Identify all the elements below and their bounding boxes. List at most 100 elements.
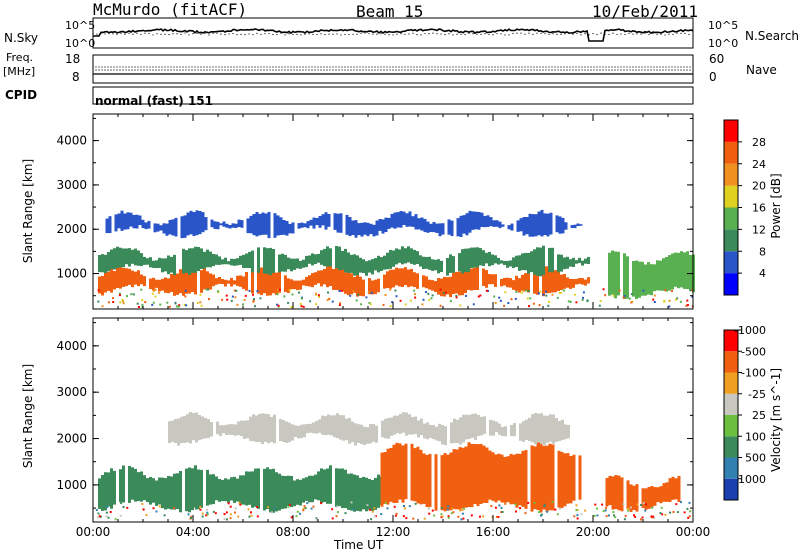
nave-dot [305,69,306,70]
data-cell [402,412,405,432]
data-speckle [533,303,535,305]
noise-search-dot [108,33,109,34]
data-speckle [226,518,228,520]
data-speckle [605,507,607,509]
data-cell [348,418,351,444]
data-cell [197,470,200,510]
data-cell [290,279,293,289]
data-speckle [126,295,128,297]
nave-dot [332,69,333,70]
data-cell [470,269,473,291]
noise-search-dot [388,34,389,35]
data-cell [202,212,205,232]
nave-dot [152,66,153,67]
data-cell [535,214,538,236]
data-cell [203,252,206,269]
noise-search-dot [484,33,485,34]
nave-dot [596,66,597,67]
data-cell [461,271,464,295]
data-speckle [349,295,351,297]
nave-dot [248,66,249,67]
nave-dot [191,69,192,70]
data-cell [310,220,313,226]
nave-dot [557,66,558,67]
data-cell [674,253,677,287]
data-cell [146,258,149,265]
data-cell [587,257,590,264]
noise-search-dot [140,34,141,35]
data-speckle [315,293,317,295]
data-speckle [461,509,463,511]
data-cell [335,246,338,268]
nave-dot [518,69,519,70]
colorbar-tick-label: 4 [759,267,766,280]
data-speckle [106,512,108,514]
data-speckle [102,305,104,307]
nave-dot [236,69,237,70]
data-cell [686,251,689,289]
nave-dot [386,69,387,70]
data-cell [534,446,537,509]
nave-dot [377,66,378,67]
nave-dot [569,66,570,67]
data-speckle [587,299,589,301]
nave-dot [407,69,408,70]
nave-dot [461,69,462,70]
noise-search-dot [236,34,237,35]
data-speckle [413,290,415,292]
colorbar-swatch [724,120,738,142]
colorbar-tick-label: -100 [741,367,766,380]
data-cell [633,486,636,510]
nave-dot [350,66,351,67]
data-cell [107,472,110,506]
data-cell [350,255,353,273]
nave-dot [617,66,618,67]
data-cell [231,424,234,435]
nave-dot [449,66,450,67]
nave-dot [686,69,687,70]
noise-search-dot [416,34,417,35]
data-cell [163,223,166,233]
data-cell [306,424,309,433]
data-speckle [612,511,614,513]
data-speckle [123,302,125,304]
data-cell [209,273,212,289]
data-cell [449,277,452,297]
nave-dot [227,69,228,70]
colorbar-swatch [724,186,738,208]
nave-dot [134,69,135,70]
colorbar-swatch [724,415,738,436]
data-speckle [495,507,497,509]
data-speckle [559,508,561,510]
data-cell [425,276,428,288]
nave-dot [452,66,453,67]
nave-dot [320,69,321,70]
data-speckle [297,511,299,513]
data-speckle [256,506,258,508]
noise-search-dot [648,34,649,35]
data-cell [269,469,272,512]
data-speckle [141,503,143,505]
data-speckle [98,513,100,515]
nave-dot [632,69,633,70]
data-cell [139,216,142,226]
data-speckle [544,504,546,506]
data-speckle [423,299,425,301]
data-cell [195,413,198,443]
nave-dot [257,69,258,70]
noise-search-dot [524,34,525,35]
nave-dot [473,66,474,67]
data-cell [98,478,101,509]
data-speckle [664,289,666,291]
data-speckle [689,289,691,291]
data-cell [498,424,501,435]
data-speckle [459,509,461,511]
nave-dot [608,69,609,70]
data-speckle [119,301,121,303]
nave-dot [362,66,363,67]
nave-dot [176,66,177,67]
data-cell [101,254,104,272]
data-cell [395,268,398,286]
data-speckle [299,513,301,515]
data-cell [405,413,408,436]
